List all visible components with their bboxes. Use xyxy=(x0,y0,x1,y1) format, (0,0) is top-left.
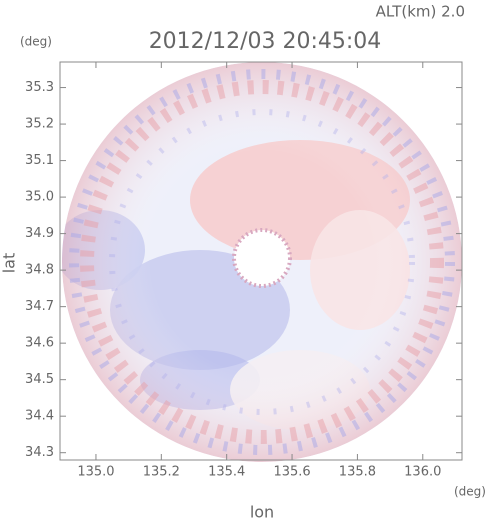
y-tick-label: 34.7 xyxy=(25,299,54,314)
y-axis-label: lat xyxy=(0,253,19,274)
y-tick-label: 35.0 xyxy=(25,190,54,205)
y-tick-label: 35.1 xyxy=(25,153,54,168)
x-tick-label: 135.4 xyxy=(208,465,245,480)
x-unit: (deg) xyxy=(454,485,486,499)
x-tick-label: 136.0 xyxy=(404,465,441,480)
y-unit: (deg) xyxy=(20,35,52,49)
plot-frame xyxy=(59,61,463,461)
radar-field xyxy=(62,62,462,462)
altitude-label: ALT(km) 2.0 xyxy=(376,3,465,21)
y-tick-label: 34.8 xyxy=(25,263,54,278)
y-tick-label: 34.5 xyxy=(25,372,54,387)
x-tick-label: 135.8 xyxy=(339,465,376,480)
y-tick-label: 34.3 xyxy=(25,445,54,460)
x-tick-label: 135.0 xyxy=(77,465,114,480)
y-tick-label: 34.9 xyxy=(25,226,54,241)
y-tick-label: 34.6 xyxy=(25,336,54,351)
y-tick-label: 35.2 xyxy=(25,117,54,132)
x-tick-label: 135.6 xyxy=(273,465,310,480)
y-tick-label: 34.4 xyxy=(25,409,54,424)
y-tick-label: 35.3 xyxy=(25,80,54,95)
x-tick-label: 135.2 xyxy=(143,465,180,480)
chart-title: 2012/12/03 20:45:04 xyxy=(149,29,382,54)
x-axis-label: lon xyxy=(250,503,274,521)
